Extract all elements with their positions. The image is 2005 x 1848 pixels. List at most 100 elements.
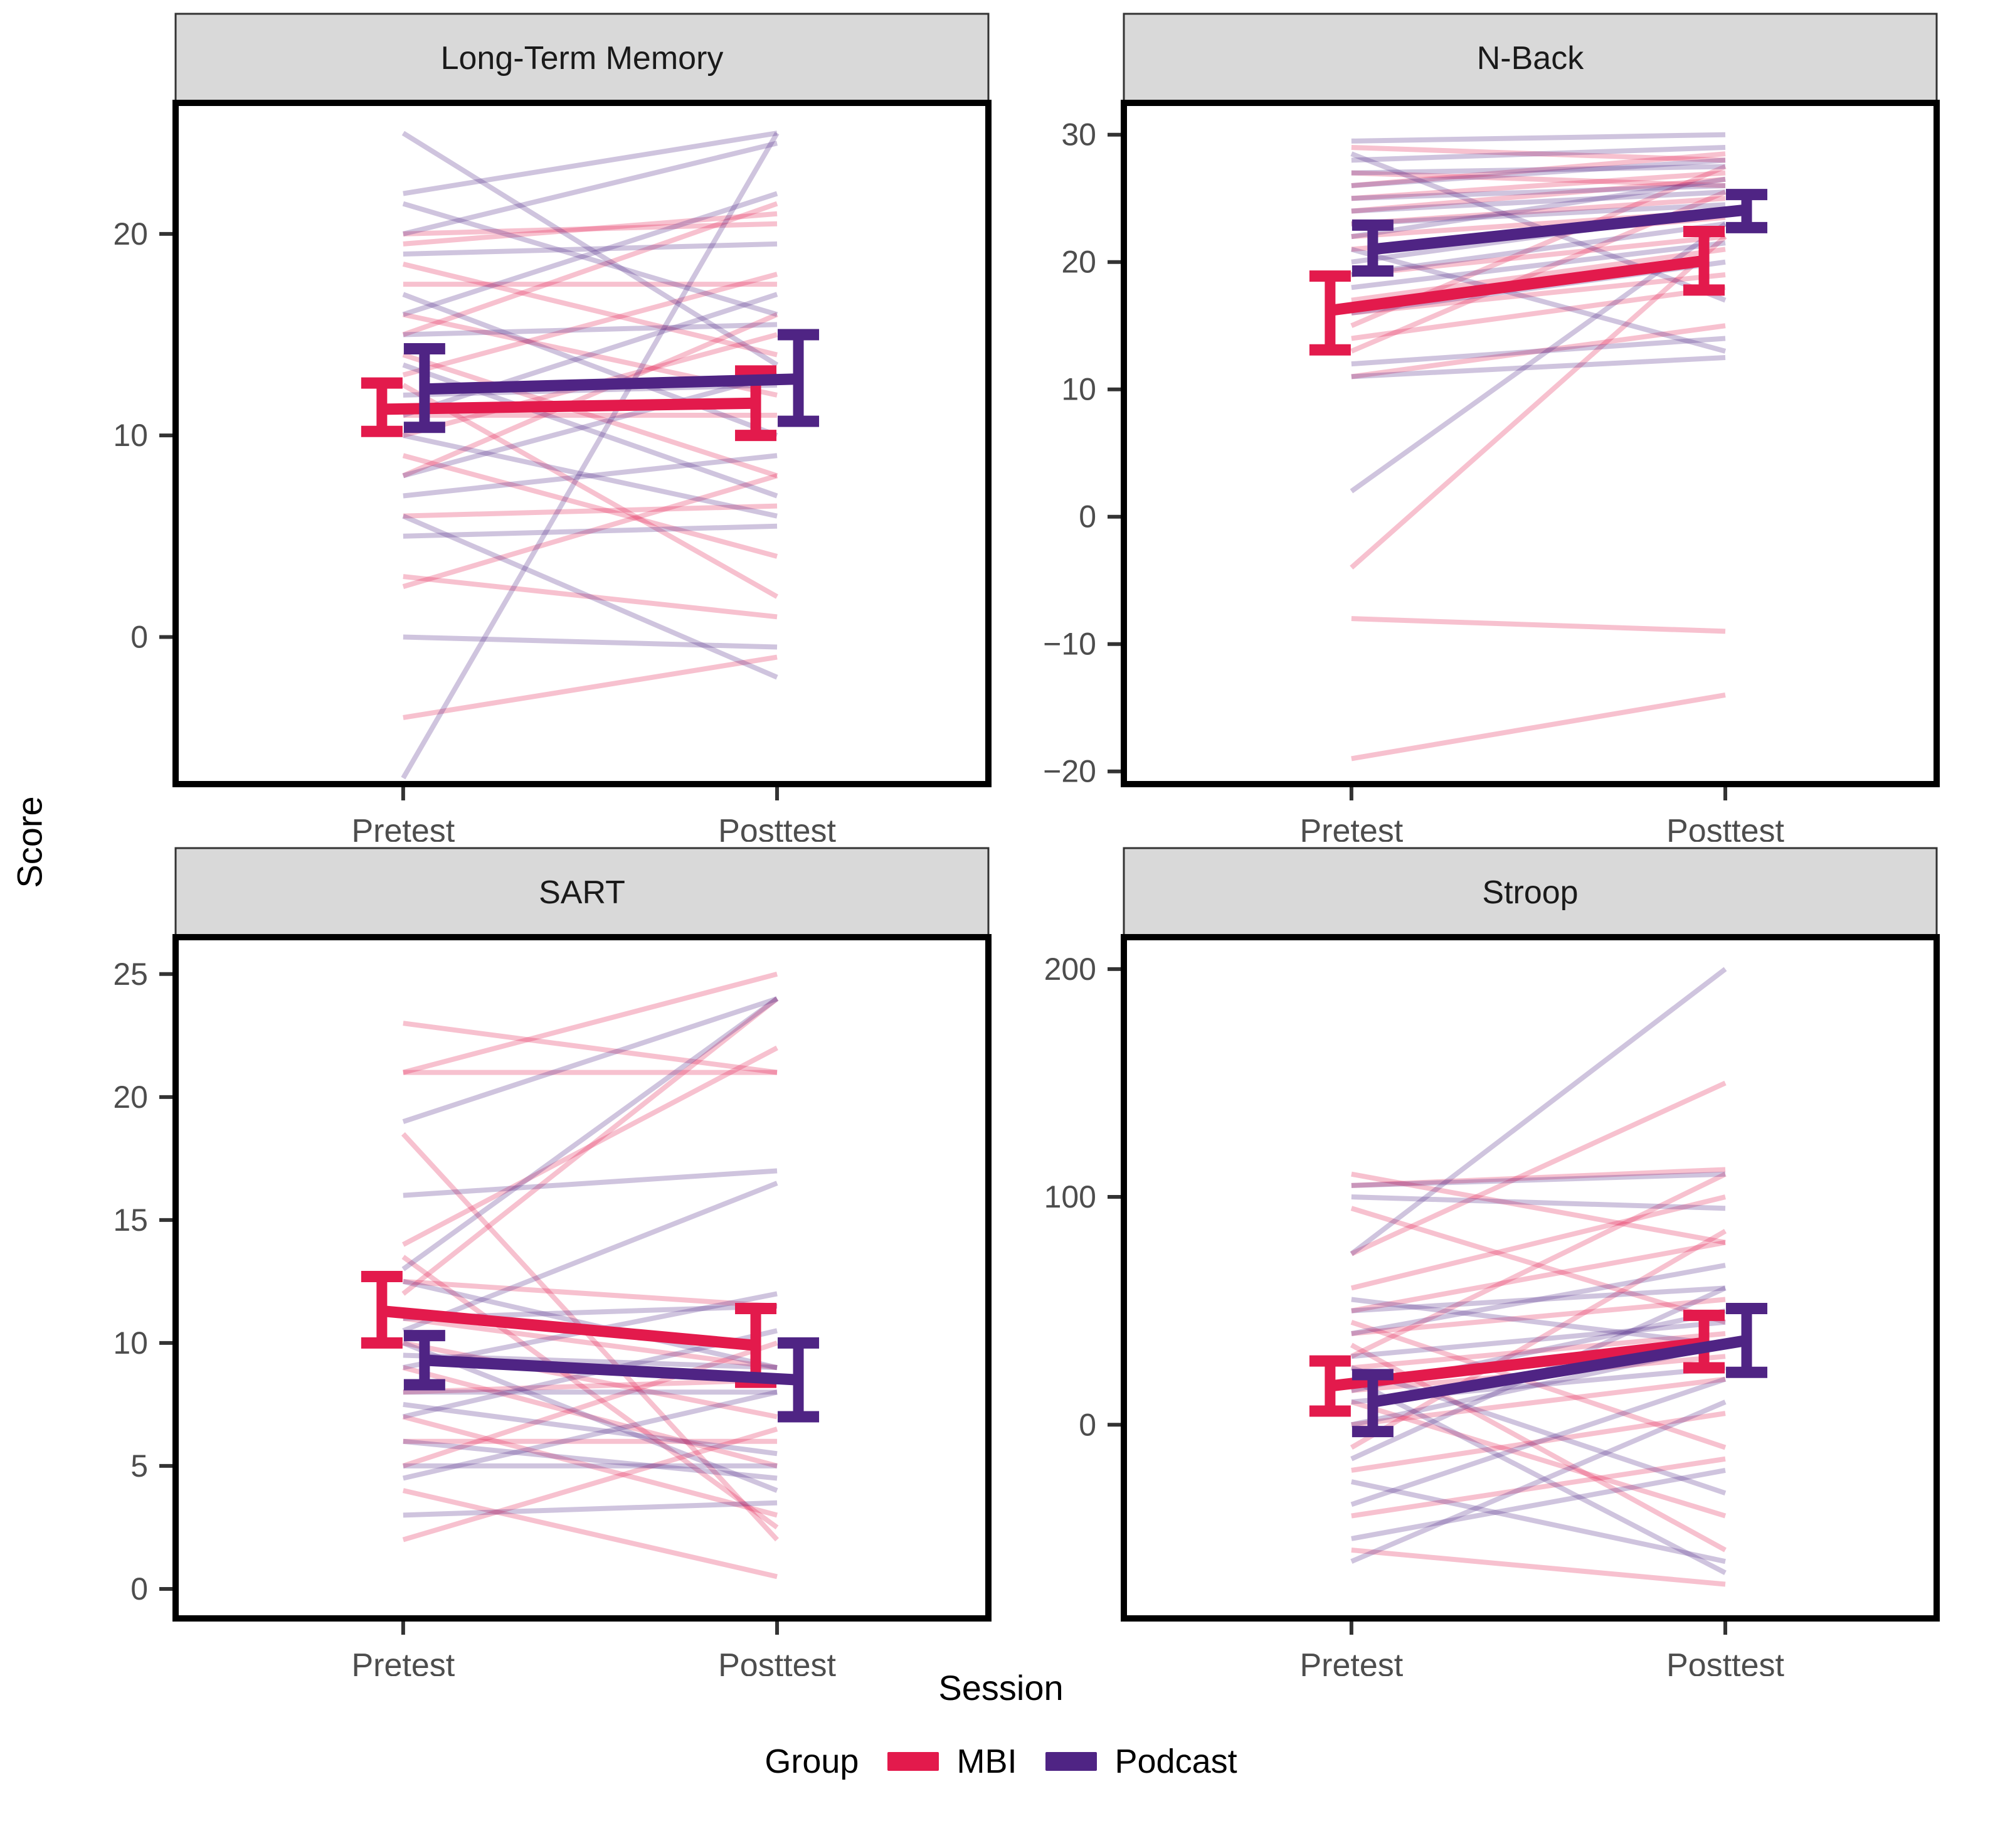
individual-line-mbi <box>402 473 778 589</box>
legend-title: Group <box>764 1743 859 1780</box>
x-tick-label: Pretest <box>1300 1647 1404 1676</box>
facet-grid: Long-Term Memory 0 10 20 Pretest Posttest N-B… <box>60 8 1942 1676</box>
individual-line-mbi <box>1351 1548 1726 1587</box>
individual-line-podcast <box>1351 1263 1726 1336</box>
facet-strip <box>1123 13 1938 103</box>
individual-line-mbi <box>1350 1229 1727 1450</box>
x-axis-title: Session <box>938 1668 1064 1707</box>
individual-line-mbi <box>1351 1297 1726 1336</box>
individual-line-podcast <box>402 1389 778 1481</box>
x-tick-label: Posttest <box>718 1647 836 1676</box>
podcast-color-swatch <box>1045 1752 1098 1771</box>
individual-line-mbi <box>402 1414 778 1518</box>
individual-line-mbi <box>402 352 778 479</box>
individual-line-podcast <box>403 1401 778 1457</box>
individual-line-mbi <box>1351 170 1726 201</box>
y-tick-label: 10 <box>1061 372 1096 407</box>
y-tick-label: 0 <box>1079 1407 1096 1442</box>
individual-line-podcast <box>1351 1319 1726 1359</box>
mean-line-podcast <box>424 1354 799 1386</box>
facet-strip-title: Long-Term Memory <box>441 40 724 77</box>
individual-line-mbi <box>402 272 778 378</box>
individual-line-mbi <box>1351 1171 1726 1245</box>
individual-line-mbi <box>1351 285 1726 341</box>
y-tick-label: 15 <box>113 1203 148 1238</box>
y-axis-title: Score <box>0 8 60 1676</box>
individual-line-podcast <box>1351 354 1726 380</box>
panel-stroop: Stroop 0 100 200 Pretest Posttest <box>1044 847 1940 1676</box>
individual-line-podcast <box>403 1438 778 1481</box>
individual-line-podcast <box>1351 336 1726 367</box>
individual-line-mbi <box>1351 1411 1726 1473</box>
individual-line-mbi <box>1350 1320 1727 1450</box>
panel-sart: SART 0 5 10 15 20 25 Pretest Posttest <box>113 847 992 1676</box>
individual-line-podcast <box>401 130 779 368</box>
individual-line-mbi <box>1350 1206 1727 1325</box>
individual-line-podcast <box>403 523 778 539</box>
facet-strip-title: SART <box>539 874 625 911</box>
individual-line-mbi <box>403 503 778 519</box>
individual-line-mbi <box>1351 692 1726 762</box>
x-tick-label: Pretest <box>1300 813 1404 842</box>
individual-line-podcast <box>403 453 778 499</box>
facet-strip <box>174 847 990 937</box>
individual-line-mbi <box>403 1278 778 1309</box>
panel-n-back: N-Back −20 −10 0 10 20 30 Pretest Posttest <box>1043 13 1940 842</box>
individual-line-mbi <box>401 1255 779 1530</box>
individual-line-podcast <box>402 191 778 317</box>
individual-line-podcast <box>1351 1467 1726 1541</box>
legend-item-podcast: Podcast <box>1045 1742 1237 1781</box>
individual-line-mbi <box>1351 247 1726 303</box>
facet-strip <box>1123 847 1938 937</box>
individual-line-mbi <box>1350 1080 1727 1256</box>
y-tick-label: 5 <box>130 1448 148 1484</box>
individual-line-mbi <box>402 1488 778 1580</box>
facet-strip <box>174 13 990 103</box>
individual-line-mbi <box>402 1341 778 1468</box>
individual-line-mbi <box>1351 1240 1726 1314</box>
individual-line-mbi <box>1350 1194 1726 1291</box>
individual-line-mbi <box>401 383 779 599</box>
mean-line-mbi <box>1329 255 1705 316</box>
individual-line-mbi <box>403 1377 778 1395</box>
individual-line-mbi <box>402 453 778 559</box>
y-tick-label: 30 <box>1061 117 1096 152</box>
individual-line-mbi <box>1351 1456 1726 1519</box>
individual-line-podcast <box>401 996 779 1272</box>
y-tick-label: 0 <box>130 619 148 654</box>
y-axis-title-text: Score <box>10 795 50 888</box>
y-tick-label: 0 <box>130 1571 148 1606</box>
individual-line-podcast <box>1350 1365 1727 1496</box>
y-tick-label: 20 <box>113 216 148 252</box>
individual-line-mbi <box>1351 272 1726 316</box>
legend-label-mbi: MBI <box>956 1743 1017 1780</box>
individual-line-podcast <box>402 372 778 479</box>
y-tick-label: 0 <box>1079 499 1096 534</box>
individual-line-podcast <box>402 201 778 317</box>
individual-line-podcast <box>1350 1399 1727 1564</box>
individual-line-mbi <box>1351 234 1726 278</box>
individual-line-mbi <box>1351 176 1726 214</box>
individual-line-mbi <box>1351 1376 1726 1428</box>
individual-line-mbi <box>403 221 778 236</box>
mean-line-podcast <box>1372 204 1747 255</box>
x-tick-label: Posttest <box>718 813 836 842</box>
individual-line-podcast <box>1351 1171 1726 1188</box>
y-tick-label: 20 <box>1061 245 1096 280</box>
individual-line-mbi <box>401 996 779 1296</box>
y-tick-label: 10 <box>113 1325 148 1361</box>
x-tick-label: Posttest <box>1666 1647 1784 1676</box>
individual-line-podcast <box>403 1168 778 1198</box>
individual-line-mbi <box>1351 1167 1726 1188</box>
individual-line-podcast <box>1351 189 1726 214</box>
individual-line-podcast <box>1351 1297 1726 1348</box>
individual-line-podcast <box>403 634 778 650</box>
x-tick-label: Posttest <box>1666 813 1784 842</box>
y-tick-label: 100 <box>1044 1179 1096 1214</box>
individual-line-mbi <box>402 201 778 337</box>
individual-line-mbi <box>1350 1172 1727 1359</box>
individual-line-podcast <box>1351 1194 1726 1211</box>
individual-line-podcast <box>402 1181 778 1334</box>
facet-strip-title: Stroop <box>1482 874 1578 911</box>
individual-line-mbi <box>1351 323 1726 380</box>
